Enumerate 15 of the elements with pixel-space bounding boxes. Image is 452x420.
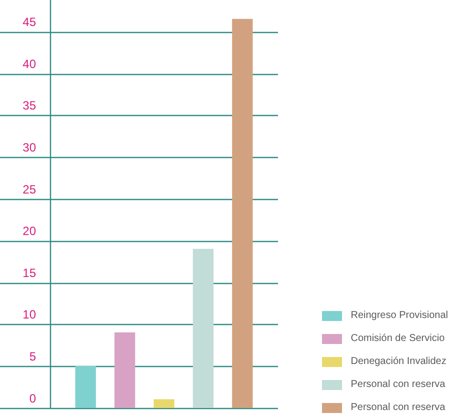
legend-label: Personal con reserva [350,402,446,413]
y-tick-label: 15 [22,266,36,280]
y-tick-label: 5 [29,350,36,364]
y-tick-label: 35 [22,98,36,113]
y-tick-label: 25 [22,182,36,196]
legend-label: Denegación Invalidez [350,356,446,367]
y-tick-label: 30 [22,140,36,154]
y-tick-label: 0 [29,391,36,406]
legend-label: Personal con reserva [350,379,446,390]
legend-label: Reingreso Provisional [350,310,448,321]
y-tick-label: 10 [22,308,36,322]
y-tick-label: 40 [22,56,36,71]
y-tick-label: 45 [22,15,36,30]
legend-label: Comisión de Servicio [350,333,445,344]
y-tick-label: 20 [22,224,36,238]
